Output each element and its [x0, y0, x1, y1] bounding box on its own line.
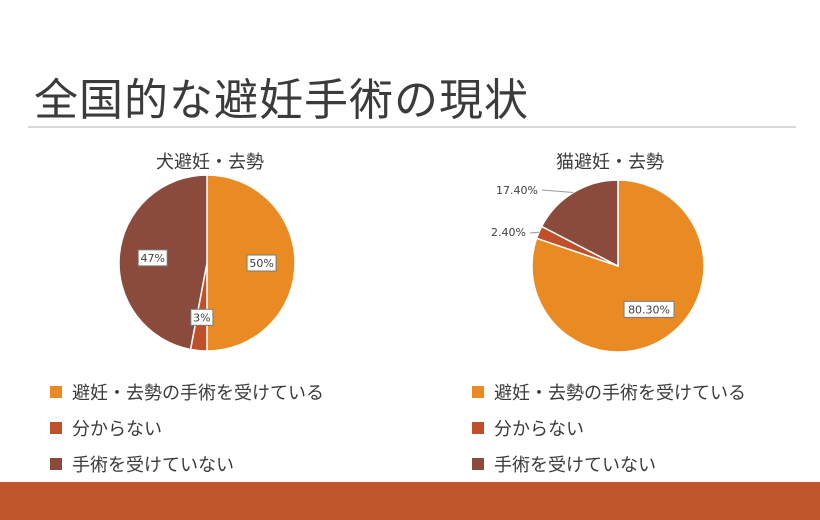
footer-bar	[0, 482, 820, 520]
cat-pie-chart: 80.30% 2.40% 17.40%	[491, 179, 705, 353]
dog-data-label-0: 50%	[246, 254, 277, 272]
cat-legend-swatch-2	[472, 458, 484, 470]
svg-text:2.40%: 2.40%	[491, 226, 526, 239]
svg-text:17.40%: 17.40%	[496, 184, 538, 197]
cat-chart-title: 猫避妊・去勢	[556, 152, 664, 173]
dog-legend-item-2: 手術を受けていない	[50, 446, 324, 482]
dog-data-label-1: 3%	[190, 308, 214, 326]
cat-legend-label-1: 分からない	[494, 419, 584, 440]
cat-pie-slice-2	[540, 179, 619, 268]
svg-text:3%: 3%	[193, 311, 210, 324]
cat-legend-swatch-0	[472, 386, 484, 398]
svg-text:50%: 50%	[249, 257, 273, 270]
dog-legend-item-0: 避妊・去勢の手術を受けている	[50, 374, 324, 410]
dog-legend-label-0: 避妊・去勢の手術を受けている	[72, 383, 324, 404]
cat-legend-item-0: 避妊・去勢の手術を受けている	[472, 374, 746, 410]
cat-data-label-0: 80.30%	[623, 300, 675, 318]
cat-legend-item-1: 分からない	[472, 410, 746, 446]
cat-chart-panel: 猫避妊・去勢 80.30% 2.40% 17.40% 避妊・去勢の手術を受けている分…	[420, 140, 800, 480]
slide-title: 全国的な避妊手術の現状	[34, 75, 529, 126]
dog-chart-title: 犬避妊・去勢	[156, 152, 264, 173]
dog-legend-swatch-1	[50, 422, 62, 434]
cat-legend-label-0: 避妊・去勢の手術を受けている	[494, 383, 746, 404]
cat-legend-label-2: 手術を受けていない	[494, 455, 656, 476]
cat-data-label-2: 17.40%	[496, 184, 574, 197]
cat-legend-swatch-1	[472, 422, 484, 434]
dog-legend-swatch-2	[50, 458, 62, 470]
dog-legend-label-2: 手術を受けていない	[72, 455, 234, 476]
dog-data-label-2: 47%	[137, 249, 168, 267]
dog-chart-legend: 避妊・去勢の手術を受けている 分からない手術を受けていない	[50, 374, 324, 482]
svg-text:47%: 47%	[140, 252, 164, 265]
cat-chart-legend: 避妊・去勢の手術を受けている 分からない手術を受けていない	[472, 374, 746, 482]
svg-text:80.30%: 80.30%	[628, 303, 670, 316]
title-divider	[28, 126, 796, 128]
dog-legend-label-1: 分からない	[72, 419, 162, 440]
dog-chart-panel: 犬避妊・去勢 50% 3% 47% 避妊・去勢の手術を受けている 分からない手術を受け…	[20, 140, 400, 480]
cat-legend-item-2: 手術を受けていない	[472, 446, 746, 482]
cat-data-label-1: 2.40%	[491, 226, 539, 239]
dog-legend-item-1: 分からない	[50, 410, 324, 446]
dog-pie-chart: 50% 3% 47%	[118, 174, 296, 352]
dog-legend-swatch-0	[50, 386, 62, 398]
